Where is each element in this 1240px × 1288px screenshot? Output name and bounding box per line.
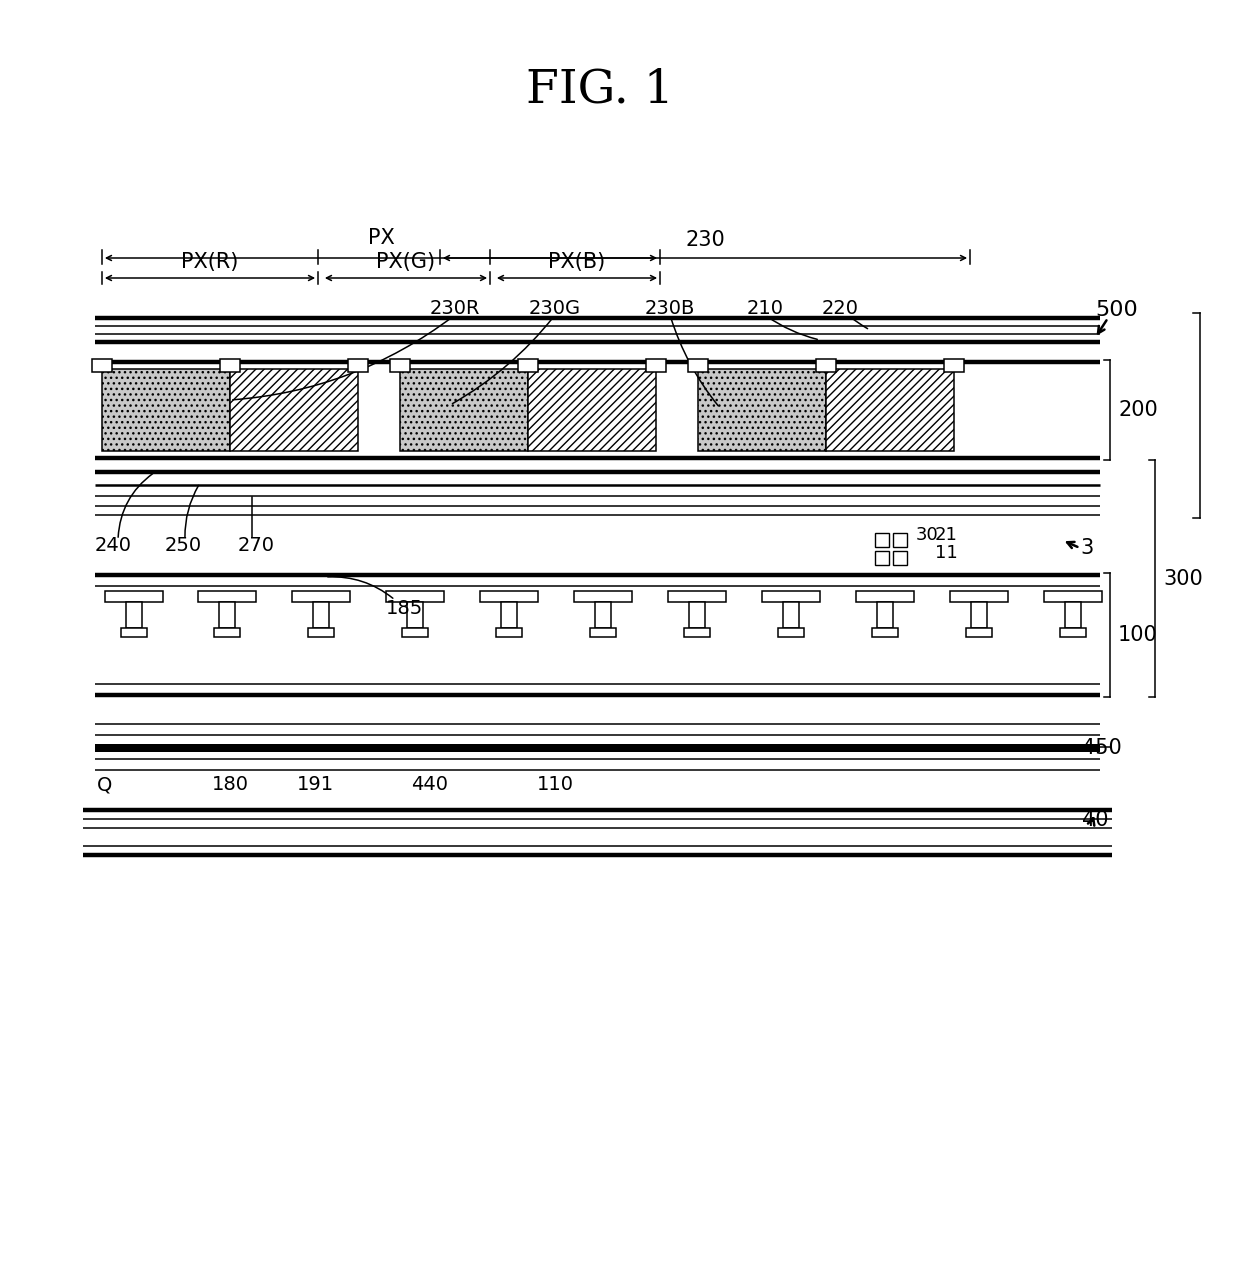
Text: 230: 230 (686, 231, 725, 250)
Bar (1060, 629, 1086, 638)
Text: 185: 185 (387, 599, 424, 617)
Bar (875, 551, 889, 565)
Bar (646, 359, 666, 372)
Bar (480, 591, 538, 601)
Bar (348, 359, 368, 372)
Bar (126, 601, 143, 629)
Bar (777, 629, 804, 638)
Bar (92, 359, 112, 372)
Bar (893, 551, 906, 565)
Bar (229, 368, 358, 451)
Text: 230R: 230R (430, 299, 480, 318)
Bar (688, 359, 708, 372)
Bar (402, 629, 428, 638)
Bar (590, 629, 616, 638)
Bar (407, 601, 423, 629)
Text: 3: 3 (1080, 538, 1094, 558)
Text: 240: 240 (95, 536, 131, 555)
Text: FIG. 1: FIG. 1 (526, 67, 673, 112)
Bar (105, 591, 162, 601)
Text: PX(R): PX(R) (181, 252, 238, 272)
Bar (944, 359, 963, 372)
Bar (950, 591, 1008, 601)
Bar (219, 601, 236, 629)
Bar (689, 601, 706, 629)
Text: 110: 110 (537, 775, 573, 795)
Text: 230G: 230G (529, 299, 582, 318)
Bar (826, 368, 954, 451)
Bar (893, 533, 906, 547)
Bar (872, 629, 898, 638)
Text: PX(G): PX(G) (377, 252, 435, 272)
Bar (816, 359, 836, 372)
Bar (501, 601, 517, 629)
Text: PX(B): PX(B) (548, 252, 605, 272)
Text: 270: 270 (238, 536, 275, 555)
Text: 210: 210 (746, 299, 784, 318)
Text: 220: 220 (821, 299, 858, 318)
Bar (1065, 601, 1081, 629)
Text: Q: Q (97, 775, 113, 795)
Bar (763, 591, 820, 601)
Text: 11: 11 (935, 544, 957, 562)
Bar (198, 591, 255, 601)
Bar (782, 601, 799, 629)
Bar (877, 601, 893, 629)
Bar (308, 629, 334, 638)
Text: 21: 21 (935, 526, 957, 544)
Bar (528, 368, 656, 451)
Text: 440: 440 (412, 775, 449, 795)
Bar (312, 601, 329, 629)
Bar (518, 359, 538, 372)
Bar (698, 368, 826, 451)
Bar (386, 591, 444, 601)
Bar (684, 629, 711, 638)
Bar (401, 368, 528, 451)
Text: 300: 300 (1163, 568, 1203, 589)
Text: 450: 450 (1083, 738, 1122, 759)
Bar (1044, 591, 1102, 601)
Text: PX: PX (367, 228, 394, 249)
Bar (291, 591, 350, 601)
Bar (875, 533, 889, 547)
Bar (122, 629, 148, 638)
Bar (496, 629, 522, 638)
Bar (971, 601, 987, 629)
Text: 191: 191 (296, 775, 334, 795)
Text: 230B: 230B (645, 299, 696, 318)
Text: 180: 180 (212, 775, 248, 795)
Bar (856, 591, 914, 601)
Bar (391, 359, 410, 372)
Bar (574, 591, 632, 601)
Text: 100: 100 (1118, 625, 1158, 645)
Text: 40: 40 (1083, 810, 1109, 829)
Text: 500: 500 (1095, 300, 1138, 319)
Text: 30: 30 (916, 526, 939, 544)
Text: 200: 200 (1118, 401, 1158, 420)
Text: 250: 250 (165, 536, 202, 555)
Bar (215, 629, 241, 638)
Bar (102, 368, 229, 451)
Bar (966, 629, 992, 638)
Bar (219, 359, 241, 372)
Bar (595, 601, 611, 629)
Bar (668, 591, 725, 601)
